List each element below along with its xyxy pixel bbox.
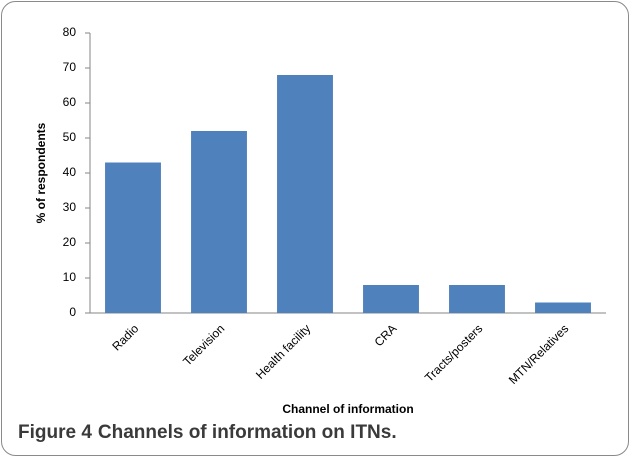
y-tick-label: 30 [63, 200, 77, 214]
y-tick-label: 0 [69, 305, 76, 319]
y-tick-label: 80 [63, 25, 77, 39]
bar [449, 285, 505, 313]
caption-text: Channels of information on ITNs. [98, 422, 397, 443]
y-tick-label: 20 [63, 235, 77, 249]
caption-label: Figure 4 [18, 422, 92, 443]
bar [277, 75, 333, 313]
y-tick-label: 50 [63, 130, 77, 144]
bar [363, 285, 419, 313]
y-tick-label: 10 [63, 270, 77, 284]
x-axis-label: Channel of information [282, 402, 413, 416]
bar [191, 131, 247, 313]
caption: Figure 4 Channels of information on ITNs. [18, 422, 397, 443]
y-tick-label: 60 [63, 95, 77, 109]
y-tick-label: 70 [63, 60, 77, 74]
bar [535, 302, 591, 313]
y-axis-label: % of respondents [34, 122, 48, 223]
y-tick-label: 40 [63, 165, 77, 179]
bar [105, 162, 161, 313]
